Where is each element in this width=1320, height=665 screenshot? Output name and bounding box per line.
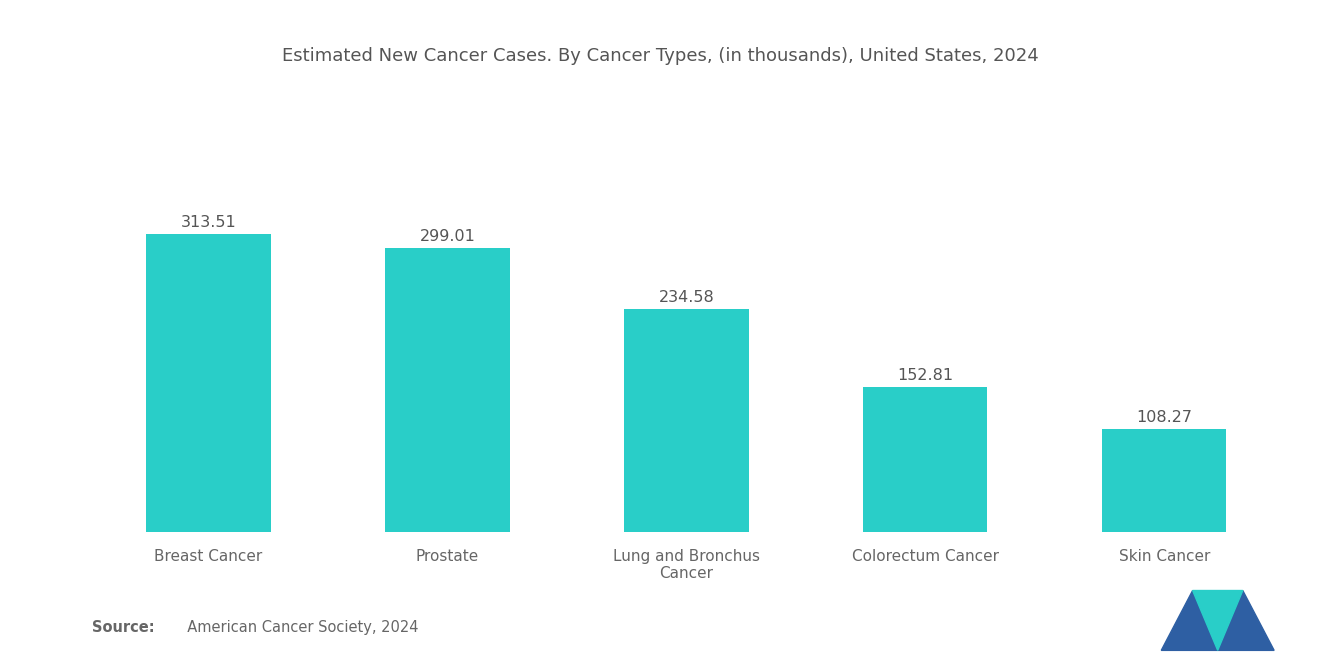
Bar xyxy=(624,309,748,532)
Text: 108.27: 108.27 xyxy=(1137,410,1192,426)
Text: 234.58: 234.58 xyxy=(659,291,714,305)
Polygon shape xyxy=(1162,591,1217,650)
Text: Source:: Source: xyxy=(92,620,154,635)
Bar xyxy=(863,387,987,532)
Text: 299.01: 299.01 xyxy=(420,229,475,244)
Polygon shape xyxy=(1193,591,1243,650)
Bar xyxy=(385,248,510,532)
Text: 152.81: 152.81 xyxy=(898,368,953,383)
Text: Estimated New Cancer Cases. By Cancer Types, (in thousands), United States, 2024: Estimated New Cancer Cases. By Cancer Ty… xyxy=(281,47,1039,65)
Bar xyxy=(1102,429,1226,532)
Polygon shape xyxy=(1217,591,1274,650)
Bar xyxy=(147,234,271,532)
Text: 313.51: 313.51 xyxy=(181,215,236,230)
Text: American Cancer Society, 2024: American Cancer Society, 2024 xyxy=(178,620,418,635)
